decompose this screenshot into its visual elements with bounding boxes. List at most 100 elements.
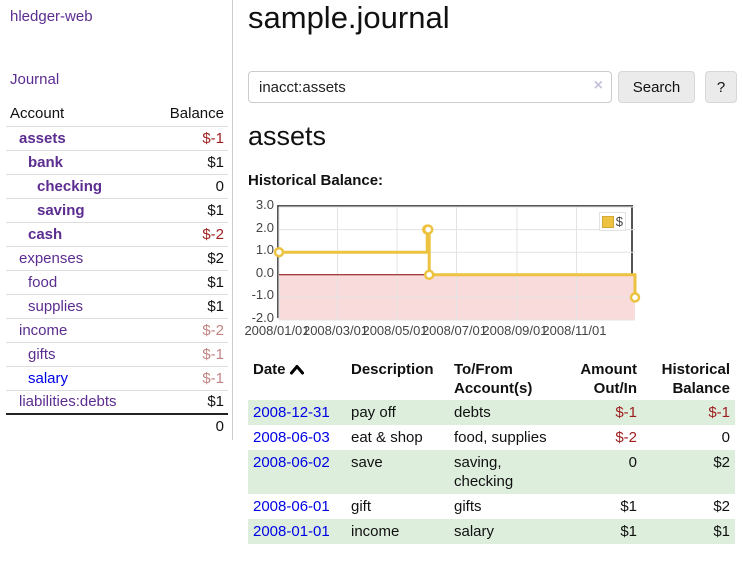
search-form: × Search ?: [248, 71, 742, 103]
chart-plot-area[interactable]: $: [273, 205, 641, 321]
transaction-date-link[interactable]: 2008-01-01: [253, 523, 330, 540]
register-col-label: Historical Balance: [661, 361, 730, 397]
legend-swatch-icon: [601, 215, 614, 228]
transaction-description: save: [351, 454, 383, 471]
register-col-header[interactable]: Description: [346, 358, 449, 400]
account-balance: $1: [149, 389, 228, 414]
transaction-date-link[interactable]: 2008-06-01: [253, 498, 330, 515]
data-point-marker[interactable]: [273, 246, 285, 258]
transaction-amount: 0: [628, 454, 637, 471]
accounts-total-row: 0: [6, 413, 228, 438]
sidebar-account-link[interactable]: assets: [19, 129, 66, 147]
chart-title: Historical Balance:: [248, 172, 384, 189]
clear-search-icon[interactable]: ×: [593, 77, 603, 94]
register-col-header[interactable]: Amount Out/In: [564, 358, 642, 400]
transaction-date-link[interactable]: 2008-06-02: [248, 450, 346, 494]
accounts-table: Account Balance assets $-1 bank $1 checking 0…: [6, 102, 228, 438]
page-title: sample.journal: [248, 0, 450, 35]
transaction-accounts: debts: [454, 404, 491, 421]
register-col-header[interactable]: Historical Balance: [642, 358, 735, 400]
account-balance: $-2: [149, 317, 228, 342]
account-row: liabilities:debts $1: [6, 389, 228, 414]
accounts-total-value: 0: [149, 413, 228, 438]
account-row: gifts $-1: [6, 341, 228, 366]
help-button[interactable]: ?: [705, 71, 737, 103]
register-col-label: Description: [351, 361, 434, 378]
search-button[interactable]: Search: [618, 71, 695, 103]
data-point-marker[interactable]: [423, 269, 435, 281]
y-axis-tick-label: 0.0: [255, 264, 274, 280]
account-balance: $1: [149, 149, 228, 174]
sidebar-account-link[interactable]: income: [19, 321, 68, 339]
register-row[interactable]: 2008-12-31 pay off debts $-1 $-1: [248, 400, 735, 425]
account-row: assets $-1: [6, 125, 228, 150]
sidebar-account-link[interactable]: supplies: [28, 297, 84, 315]
transaction-balance: $2: [713, 454, 730, 471]
transaction-balance: $2: [713, 498, 730, 515]
sidebar-account-link[interactable]: liabilities:debts: [19, 393, 117, 411]
register-col-header[interactable]: Date: [248, 358, 346, 400]
transaction-accounts: saving, checking: [454, 454, 514, 490]
transaction-date-link[interactable]: 2008-12-31: [248, 400, 346, 425]
sort-ascending-icon: [289, 365, 304, 375]
data-point-marker[interactable]: [422, 224, 434, 235]
transaction-accounts: gifts: [454, 498, 482, 515]
x-axis-tick-label: 2008/01/01: [244, 323, 310, 338]
account-row: expenses $2: [6, 245, 228, 270]
x-axis-tick-label: 2008/11/01: [542, 323, 607, 338]
account-balance: $-1: [149, 365, 228, 390]
register-row[interactable]: 2008-01-01 income salary $1 $1: [248, 519, 735, 544]
account-row: food $1: [6, 269, 228, 294]
transaction-amount: $-2: [615, 429, 637, 446]
historical-balance-chart: $ 3.0 2.0 1.0 0.0 -1.0 -2.0 2008/01/01 2008/03…: [244, 197, 742, 342]
account-balance: $-1: [149, 125, 228, 150]
register-col-label: Date: [253, 361, 286, 378]
transaction-accounts: salary: [454, 523, 495, 540]
register-row[interactable]: 2008-06-03 eat & shop food, supplies $-2 0: [248, 425, 735, 450]
transaction-description: eat & shop: [351, 429, 423, 446]
y-axis-tick-label: -1.0: [251, 287, 274, 303]
sidebar-account-link[interactable]: food: [28, 273, 58, 291]
account-balance: $-1: [149, 341, 228, 366]
sidebar: hledger-web Journal Account Balance asse…: [0, 0, 233, 440]
register-row[interactable]: 2008-06-02 save saving, checking 0 $2: [248, 450, 735, 494]
y-axis-tick-label: 1.0: [255, 242, 274, 258]
transaction-amount: $1: [620, 523, 637, 540]
register-row[interactable]: 2008-06-01 gift gifts $1 $2: [248, 494, 735, 519]
transaction-date-link[interactable]: 2008-06-03: [248, 425, 346, 450]
transaction-date-link[interactable]: 2008-01-01: [248, 519, 346, 544]
transaction-date-link[interactable]: 2008-06-03: [253, 429, 330, 446]
account-balance: $1: [149, 293, 228, 318]
accounts-col-balance: Balance: [169, 105, 224, 123]
transaction-date-link[interactable]: 2008-06-02: [253, 454, 330, 471]
sidebar-account-link[interactable]: bank: [28, 153, 64, 171]
account-row: income $-2: [6, 317, 228, 342]
transaction-date-link[interactable]: 2008-06-01: [248, 494, 346, 519]
register-col-label: Amount Out/In: [580, 361, 637, 397]
account-heading: assets: [248, 121, 327, 151]
sidebar-item-journal[interactable]: Journal: [10, 71, 60, 88]
sidebar-account-link[interactable]: expenses: [19, 249, 84, 267]
account-row: cash $-2: [6, 221, 228, 246]
register-col-header[interactable]: To/From Account(s): [449, 358, 564, 400]
transaction-balance: 0: [721, 429, 730, 446]
chart-svg: [273, 206, 641, 321]
account-balance: $-2: [149, 221, 228, 246]
x-axis-tick-label: 2008/09/01: [482, 323, 548, 338]
y-axis-tick-label: 3.0: [255, 197, 274, 212]
account-row: saving $1: [6, 197, 228, 222]
sidebar-account-link[interactable]: cash: [28, 225, 63, 243]
transaction-description: gift: [351, 498, 372, 515]
sidebar-account-link[interactable]: saving: [37, 201, 85, 219]
transaction-description: income: [351, 523, 400, 540]
sidebar-account-link[interactable]: gifts: [28, 345, 56, 363]
transaction-description: pay off: [351, 404, 396, 421]
data-point-marker[interactable]: [629, 292, 641, 303]
sidebar-account-link[interactable]: salary: [28, 369, 69, 387]
account-row: bank $1: [6, 149, 228, 174]
search-input[interactable]: [248, 71, 612, 103]
sidebar-account-link[interactable]: checking: [37, 177, 103, 195]
brand-link[interactable]: hledger-web: [10, 8, 93, 25]
account-balance: $1: [149, 269, 228, 294]
transaction-date-link[interactable]: 2008-12-31: [253, 404, 330, 421]
